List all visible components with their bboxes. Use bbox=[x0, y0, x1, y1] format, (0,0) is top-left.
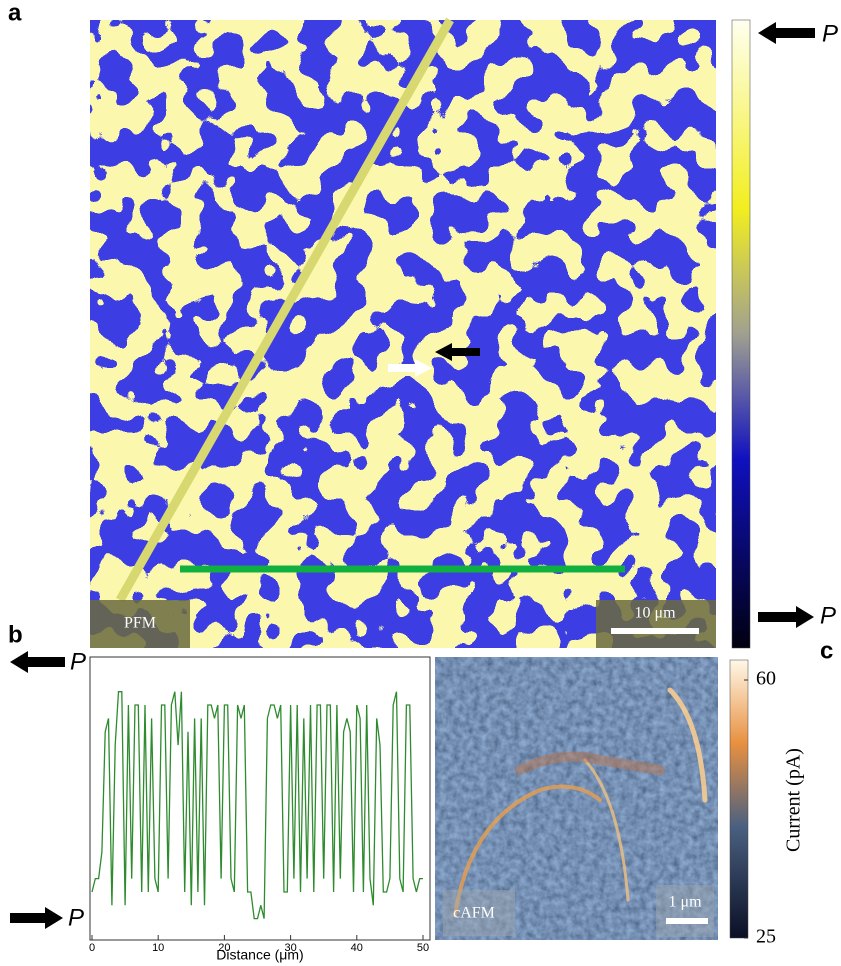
x-tick-label: 0 bbox=[89, 942, 95, 954]
plot-frame bbox=[89, 656, 431, 941]
colorbar-label: Current (pA) bbox=[783, 748, 805, 852]
panel-label: c bbox=[820, 637, 833, 664]
x-tick-label: 50 bbox=[417, 942, 429, 954]
arrow bbox=[388, 359, 432, 377]
x-tick-label: 30 bbox=[284, 942, 296, 954]
x-axis-label: Distance (μm) bbox=[216, 947, 303, 963]
polarization-label: P bbox=[820, 602, 836, 629]
label-box bbox=[443, 890, 515, 936]
image-label: cAFM bbox=[453, 905, 495, 922]
colorbar-tick-label: 60 bbox=[756, 668, 776, 690]
current-streaks bbox=[453, 687, 708, 917]
scale-bar-label: 10 μm bbox=[634, 605, 676, 622]
scale-bar bbox=[666, 918, 708, 924]
scale-bar-label: 1 μm bbox=[668, 894, 702, 911]
polarization-label: P bbox=[70, 648, 86, 675]
pfm-image bbox=[90, 20, 716, 648]
x-tick-label: 10 bbox=[152, 942, 164, 954]
profile-curve bbox=[91, 691, 423, 920]
scalebar-box bbox=[656, 885, 714, 937]
arrow bbox=[435, 343, 480, 361]
arrow bbox=[758, 606, 814, 628]
colorbar bbox=[729, 659, 749, 939]
image-label: PFM bbox=[124, 615, 156, 632]
scratch bbox=[116, 17, 454, 603]
arrow bbox=[10, 651, 65, 673]
panel-label: a bbox=[8, 0, 22, 26]
x-tick-label: 20 bbox=[218, 942, 230, 954]
polarization-label: P bbox=[68, 904, 84, 931]
panel-label: b bbox=[8, 621, 23, 648]
arrow bbox=[758, 22, 815, 44]
label-box bbox=[90, 600, 190, 648]
cafm-image bbox=[435, 657, 718, 940]
x-tick-label: 40 bbox=[351, 942, 363, 954]
colorbar bbox=[731, 19, 751, 649]
scalebar-box bbox=[596, 600, 716, 648]
scale-bar bbox=[611, 628, 699, 634]
colorbar-tick-label: 25 bbox=[756, 926, 776, 948]
polarization-label: P bbox=[822, 20, 838, 47]
arrow bbox=[10, 907, 63, 929]
